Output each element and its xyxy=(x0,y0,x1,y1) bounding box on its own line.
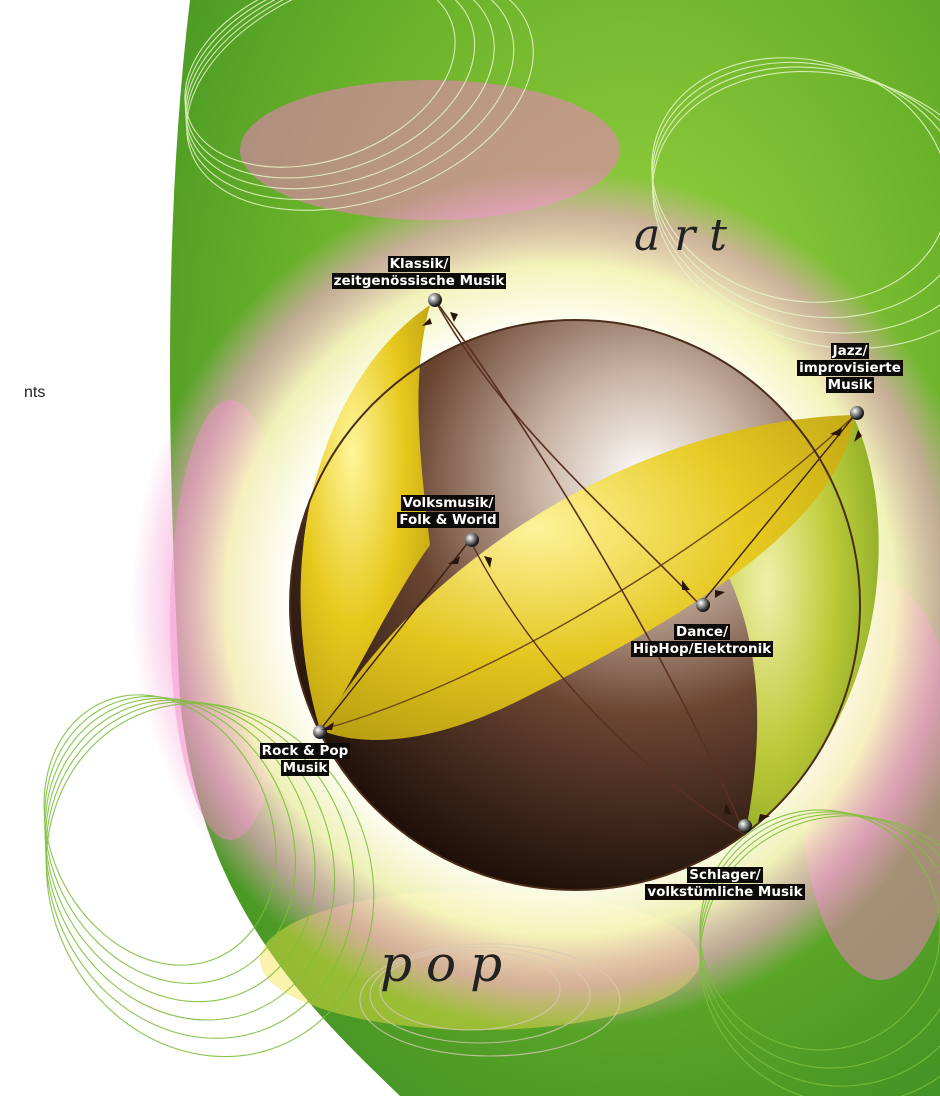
label-jazz-line3: Musik xyxy=(825,377,875,393)
label-jazz-line1: Jazz/ xyxy=(830,343,870,359)
left-text-fragment: nts xyxy=(24,384,46,401)
node-dance xyxy=(696,598,710,612)
label-dance: Dance/ HipHop/Elektronik xyxy=(612,623,792,657)
yellow-band xyxy=(320,415,855,740)
label-dance-line1: Dance/ xyxy=(673,624,731,640)
label-jazz-line2: improvisierte xyxy=(797,360,903,376)
label-rock-line2: Musik xyxy=(280,760,330,776)
label-jazz: Jazz/ improvisierte Musik xyxy=(795,342,905,393)
yellow-lobe-left xyxy=(300,305,430,730)
label-volk-line1: Volksmusik/ xyxy=(400,495,496,511)
label-schlager: Schlager/ volkstümliche Musik xyxy=(625,866,825,900)
node-schlager xyxy=(738,819,752,833)
label-schlager-line1: Schlager/ xyxy=(687,867,763,883)
label-volk-line2: Folk & World xyxy=(397,512,499,528)
node-rock xyxy=(313,725,327,739)
label-klassik: Klassik/ zeitgenössische Musik xyxy=(312,255,526,289)
genre-sphere xyxy=(289,293,879,891)
label-dance-line2: HipHop/Elektronik xyxy=(630,641,774,657)
label-rock-line1: Rock & Pop xyxy=(259,743,351,759)
label-klassik-line2: zeitgenössische Musik xyxy=(331,273,507,289)
label-klassik-line1: Klassik/ xyxy=(387,256,451,272)
label-schlager-line2: volkstümliche Musik xyxy=(645,884,805,900)
axis-label-pop: pop xyxy=(380,935,517,993)
node-klassik xyxy=(428,293,442,307)
arrowheads xyxy=(322,312,862,822)
node-jazz xyxy=(850,406,864,420)
label-rock: Rock & Pop Musik xyxy=(242,742,368,776)
node-volk xyxy=(465,533,479,547)
label-volksmusik: Volksmusik/ Folk & World xyxy=(383,494,513,528)
axis-label-art: art xyxy=(634,210,741,261)
